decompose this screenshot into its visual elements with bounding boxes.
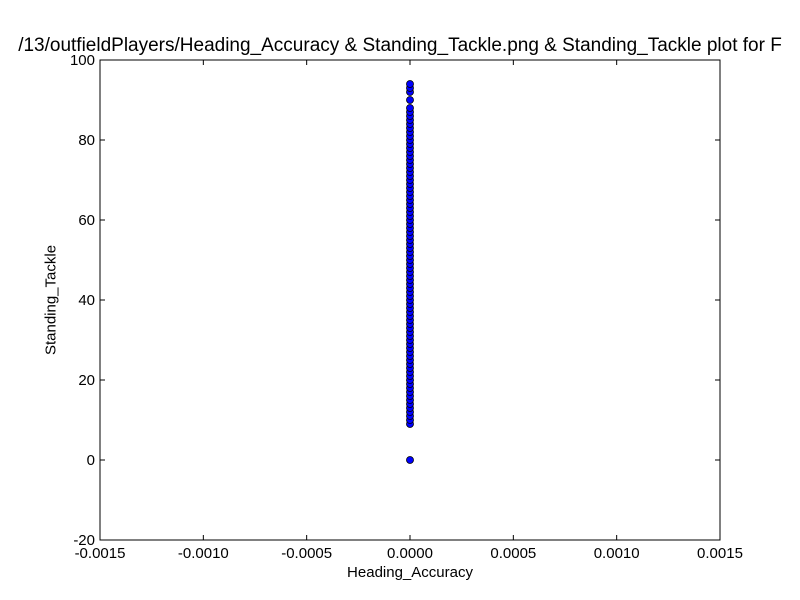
axis-ticks: -0.0015 -0.0010 -0.0005 0.0000 0.0005 0.0010 0… (70, 52, 743, 562)
x-tick-label: 0.0005 (490, 545, 536, 562)
x-tick-label: 0.0010 (594, 545, 640, 562)
y-axis-label: Standing_Tackle (42, 244, 60, 356)
y-tick-label: 100 (70, 52, 95, 69)
x-tick-label: 0.0000 (387, 545, 433, 562)
data-points (406, 80, 414, 464)
chart-title: /13/outfieldPlayers/Heading_Accuracy & S… (18, 35, 782, 56)
x-tick-label: -0.0010 (178, 545, 229, 562)
data-point (406, 96, 414, 104)
y-tick-label: -20 (73, 532, 95, 549)
x-tick-label: -0.0005 (281, 545, 332, 562)
data-point (406, 456, 414, 464)
data-point (406, 104, 414, 112)
y-tick-label: 0 (87, 452, 95, 469)
y-tick-label: 60 (78, 212, 95, 229)
y-tick-label: 20 (78, 372, 95, 389)
x-tick-label: 0.0015 (697, 545, 743, 562)
x-tick-label: -0.0015 (75, 545, 126, 562)
x-axis-label: Heading_Accuracy (347, 564, 473, 581)
y-tick-label: 40 (78, 292, 95, 309)
y-tick-label: 80 (78, 132, 95, 149)
data-point (406, 80, 414, 88)
